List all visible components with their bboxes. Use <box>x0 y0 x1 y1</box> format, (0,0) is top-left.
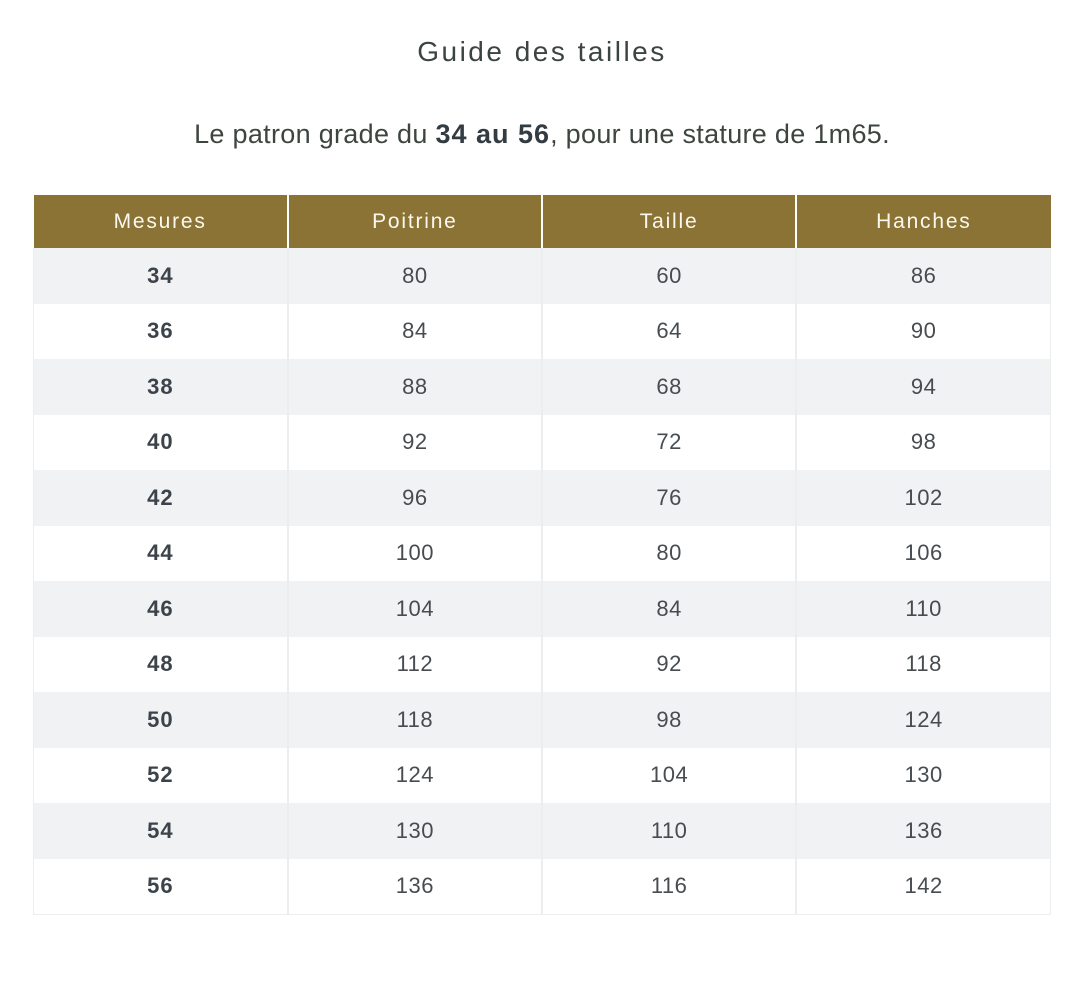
measure-size-cell: 48 <box>32 636 288 692</box>
column-header-taille: Taille <box>540 195 797 248</box>
measurement-cell: 84 <box>286 303 542 359</box>
measurement-cell: 76 <box>540 470 797 526</box>
measurement-cell: 136 <box>286 858 542 915</box>
subtitle-size-range: 34 au 56 <box>435 119 551 149</box>
page-title: Guide des tailles <box>417 36 667 67</box>
table-body: 34 80 60 86 36 84 64 90 38 88 68 94 40 92 72 98 42 96 76 10… <box>32 248 1052 915</box>
measurement-cell: 72 <box>540 414 797 470</box>
column-header-poitrine: Poitrine <box>286 195 542 248</box>
measurement-cell: 110 <box>540 803 797 859</box>
measure-size-cell: 44 <box>32 525 288 581</box>
table-row: 44 100 80 106 <box>32 525 1052 581</box>
subtitle-suffix: , pour une stature de 1m65. <box>550 119 890 149</box>
measurement-cell: 80 <box>286 248 542 304</box>
measurement-cell: 110 <box>795 581 1052 637</box>
measure-size-cell: 42 <box>32 470 288 526</box>
measurement-cell: 118 <box>286 692 542 748</box>
measurement-cell: 116 <box>540 858 797 915</box>
measurement-cell: 92 <box>286 414 542 470</box>
table-row: 52 124 104 130 <box>32 747 1052 803</box>
table-row: 36 84 64 90 <box>32 303 1052 359</box>
table-header-row: Mesures Poitrine Taille Hanches <box>33 195 1051 248</box>
measurement-cell: 112 <box>286 636 542 692</box>
table-row: 54 130 110 136 <box>32 803 1052 859</box>
measurement-cell: 118 <box>795 636 1052 692</box>
measurement-cell: 90 <box>795 303 1052 359</box>
measure-size-cell: 40 <box>32 414 288 470</box>
measurement-cell: 80 <box>540 525 797 581</box>
subtitle-prefix: Le patron grade du <box>194 119 436 149</box>
table-row: 48 112 92 118 <box>32 636 1052 692</box>
measurement-cell: 98 <box>795 414 1052 470</box>
measure-size-cell: 56 <box>32 858 288 915</box>
size-guide-section: Guide des tailles Le patron grade du 34 … <box>0 36 1084 915</box>
column-header-hanches: Hanches <box>795 195 1051 248</box>
measure-size-cell: 38 <box>32 359 288 415</box>
table-row: 56 136 116 142 <box>32 858 1052 915</box>
column-header-mesures: Mesures <box>33 195 288 248</box>
measurement-cell: 92 <box>540 636 797 692</box>
size-guide-subtitle: Le patron grade du 34 au 56, pour une st… <box>0 116 1084 152</box>
measure-size-cell: 36 <box>32 303 288 359</box>
measurement-cell: 60 <box>540 248 797 304</box>
measurement-cell: 130 <box>286 803 542 859</box>
measurement-cell: 88 <box>286 359 542 415</box>
measurement-cell: 130 <box>795 747 1052 803</box>
measurement-cell: 124 <box>286 747 542 803</box>
measurement-cell: 124 <box>795 692 1052 748</box>
measurement-cell: 86 <box>795 248 1052 304</box>
measurement-cell: 100 <box>286 525 542 581</box>
measurement-cell: 96 <box>286 470 542 526</box>
measurement-cell: 136 <box>795 803 1052 859</box>
table-row: 50 118 98 124 <box>32 692 1052 748</box>
size-guide-table: Mesures Poitrine Taille Hanches 34 80 60 86… <box>32 195 1052 915</box>
table-row: 46 104 84 110 <box>32 581 1052 637</box>
measurement-cell: 94 <box>795 359 1052 415</box>
measure-size-cell: 50 <box>32 692 288 748</box>
measure-size-cell: 52 <box>32 747 288 803</box>
table-row: 40 92 72 98 <box>32 414 1052 470</box>
measurement-cell: 98 <box>540 692 797 748</box>
measurement-cell: 102 <box>795 470 1052 526</box>
measurement-cell: 84 <box>540 581 797 637</box>
table-row: 42 96 76 102 <box>32 470 1052 526</box>
measurement-cell: 68 <box>540 359 797 415</box>
measure-size-cell: 46 <box>32 581 288 637</box>
measure-size-cell: 54 <box>32 803 288 859</box>
table-row: 34 80 60 86 <box>32 248 1052 304</box>
measure-size-cell: 34 <box>32 248 288 304</box>
measurement-cell: 64 <box>540 303 797 359</box>
measurement-cell: 106 <box>795 525 1052 581</box>
table-row: 38 88 68 94 <box>32 359 1052 415</box>
measurement-cell: 104 <box>540 747 797 803</box>
measurement-cell: 104 <box>286 581 542 637</box>
measurement-cell: 142 <box>795 858 1052 915</box>
